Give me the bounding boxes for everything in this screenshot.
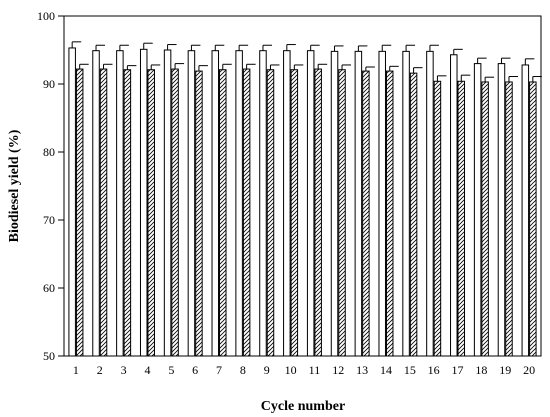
x-tick-label: 14: [380, 363, 392, 377]
open-bar: [68, 47, 76, 357]
hatched-bar: [290, 69, 299, 357]
x-tick-label: 4: [144, 363, 150, 377]
x-tick-label: 8: [240, 363, 246, 377]
x-tick-label: 3: [121, 363, 127, 377]
x-tick-label: 6: [192, 363, 198, 377]
hatched-bar: [362, 70, 370, 357]
x-tick-label: 16: [428, 363, 440, 377]
hatched-bar: [242, 68, 251, 357]
open-bar: [283, 50, 291, 357]
x-tick-label: 11: [309, 363, 321, 377]
y-tick-label: 80: [43, 145, 55, 159]
y-axis-label: Biodiesel yield (%): [7, 129, 22, 242]
hatched-bar: [314, 68, 322, 357]
x-tick-label: 9: [264, 363, 270, 377]
open-bar: [306, 50, 315, 357]
open-bar: [497, 63, 506, 357]
hatched-bar: [338, 69, 346, 357]
open-bar: [378, 50, 386, 357]
x-tick-label: 5: [168, 363, 174, 377]
open-bar: [521, 64, 530, 357]
hatched-bar: [195, 70, 203, 357]
open-bar: [473, 63, 482, 357]
hatched-bar: [481, 81, 489, 357]
plot-frame: [63, 15, 542, 357]
hatched-bar: [457, 80, 466, 357]
hatched-bar: [433, 80, 442, 357]
open-bar: [354, 50, 363, 357]
y-tick-label: 60: [43, 281, 55, 295]
open-bar: [187, 50, 196, 357]
hatched-bar: [529, 81, 537, 357]
open-bar: [139, 48, 148, 357]
open-bar: [163, 49, 172, 357]
open-bar: [235, 50, 243, 357]
x-tick-label: 20: [523, 363, 535, 377]
open-bar: [402, 50, 410, 357]
hatched-bar: [409, 72, 418, 357]
hatched-bar: [147, 69, 155, 357]
x-tick-label: 10: [285, 363, 297, 377]
x-tick-label: 13: [356, 363, 368, 377]
x-tick-label: 15: [404, 363, 416, 377]
open-bar: [92, 50, 100, 357]
x-axis-label: Cycle number: [261, 399, 345, 414]
y-tick-label: 50: [43, 349, 55, 363]
hatched-bar: [385, 70, 394, 357]
hatched-bar: [99, 68, 108, 357]
x-tick-label: 12: [332, 363, 344, 377]
hatched-bar: [171, 68, 179, 357]
y-tick-label: 90: [43, 77, 55, 91]
open-bar: [426, 50, 434, 357]
x-tick-label: 2: [97, 363, 103, 377]
x-tick-label: 1: [73, 363, 79, 377]
y-tick-label: 70: [43, 213, 55, 227]
x-tick-label: 7: [216, 363, 222, 377]
open-bar: [450, 54, 458, 357]
open-bar: [116, 50, 124, 357]
hatched-bar: [266, 69, 275, 357]
hatched-bar: [219, 69, 227, 357]
x-tick-label: 19: [499, 363, 511, 377]
hatched-bar: [505, 81, 513, 357]
hatched-bar: [75, 68, 84, 357]
x-tick-label: 18: [475, 363, 487, 377]
open-bar: [330, 50, 339, 357]
hatched-bar: [123, 69, 132, 357]
open-bar: [259, 50, 267, 357]
y-tick-label: 100: [37, 9, 55, 23]
x-tick-label: 17: [452, 363, 464, 377]
open-bar: [211, 50, 220, 357]
